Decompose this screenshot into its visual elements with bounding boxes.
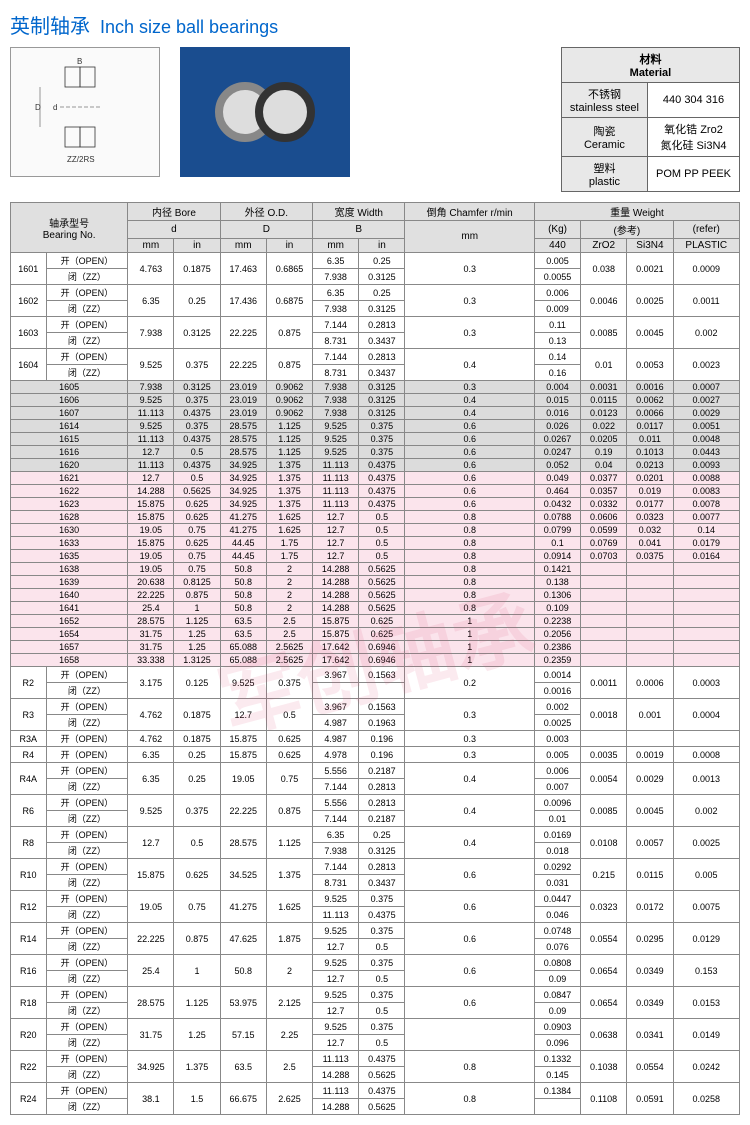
bearing-data-table: 轴承型号Bearing No. 内径 Bore 外径 O.D. 宽度 Width…: [10, 202, 740, 1115]
product-photo: [180, 47, 350, 177]
page-title: 英制轴承 Inch size ball bearings: [10, 10, 740, 39]
technical-diagram: D d B ZZ/2RS: [10, 47, 160, 177]
title-en: Inch size ball bearings: [100, 17, 278, 38]
top-section: D d B ZZ/2RS 材料Material 不锈钢stainless ste…: [10, 47, 740, 192]
svg-text:D: D: [35, 103, 41, 112]
title-cn: 英制轴承: [10, 10, 90, 39]
svg-text:ZZ/2RS: ZZ/2RS: [67, 155, 95, 164]
svg-text:d: d: [53, 103, 57, 112]
material-table: 材料Material 不锈钢stainless steel440 304 316…: [561, 47, 740, 192]
data-table-wrap: 军创轴承 轴承型号Bearing No. 内径 Bore 外径 O.D. 宽度 …: [10, 202, 740, 1115]
svg-text:B: B: [77, 57, 82, 66]
